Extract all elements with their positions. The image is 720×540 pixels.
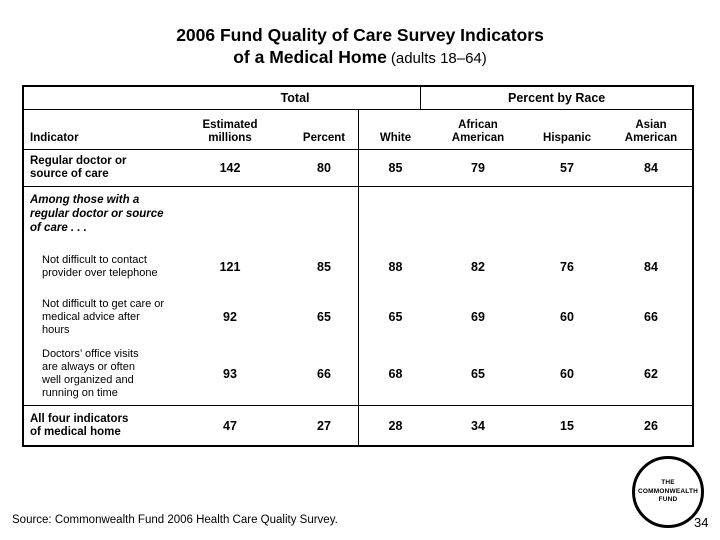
value-cell: 62 [644, 366, 658, 381]
value-cell: 34 [471, 418, 485, 433]
column-header-percent: Percent [302, 132, 346, 144]
table-column-header-row: Indicator Estimated millions Percent Whit… [24, 110, 692, 150]
title-line1: 2006 Fund Quality of Care Survey Indicat… [176, 25, 544, 45]
header-line: millions [208, 132, 252, 144]
row-label: Doctors’ office visits are always or oft… [24, 342, 170, 405]
title-line2-suffix: (adults 18–64) [390, 50, 487, 67]
column-header-indicator: Indicator [30, 132, 79, 144]
group-header-total: Total [280, 91, 310, 105]
value-cell: 47 [223, 418, 237, 433]
value-cell: 28 [358, 406, 432, 445]
header-line: American [451, 132, 505, 144]
commonwealth-fund-logo: THE COMMONWEALTH FUND [632, 456, 704, 528]
empty-cell [170, 187, 290, 242]
table-group-header-row: Total Percent by Race [24, 87, 692, 110]
value-cell: 60 [560, 366, 574, 381]
value-cell: 82 [471, 260, 485, 274]
value-cell: 66 [644, 310, 658, 324]
source-citation: Source: Commonwealth Fund 2006 Health Ca… [12, 514, 338, 526]
column-header-white: White [358, 110, 432, 149]
empty-cell [290, 187, 358, 242]
row-label-text: All four indicators of medical home [30, 412, 129, 438]
value-cell: 57 [560, 161, 574, 175]
survey-indicators-table: Total Percent by Race Indicator Estimate… [22, 85, 694, 447]
empty-cell [358, 187, 432, 242]
value-cell: 84 [644, 161, 658, 175]
row-label: Not difficult to get care or medical adv… [24, 292, 170, 342]
row-label-text: Regular doctor or source of care [30, 155, 127, 180]
empty-cell [610, 187, 692, 242]
group-header-spacer [24, 87, 144, 109]
row-label-text: Not difficult to get care or medical adv… [42, 297, 165, 336]
page-number: 34 [694, 515, 709, 530]
value-cell: 80 [317, 161, 331, 175]
empty-cell [524, 187, 610, 242]
value-cell: 68 [358, 342, 432, 405]
value-cell: 65 [317, 310, 331, 324]
value-cell: 27 [317, 418, 331, 433]
value-cell: 93 [223, 366, 237, 381]
value-cell: 85 [358, 150, 432, 186]
value-cell: 66 [317, 366, 331, 381]
value-cell: 88 [358, 242, 432, 292]
value-cell: 65 [471, 366, 485, 381]
value-cell: 65 [358, 292, 432, 342]
row-label: All four indicators of medical home [24, 406, 170, 445]
table-row-after-hours: Not difficult to get care or medical adv… [24, 292, 692, 342]
value-cell: 121 [219, 260, 241, 274]
header-line: African [458, 119, 498, 131]
table-row-all-four-indicators: All four indicators of medical home 47 2… [24, 406, 692, 445]
value-cell: 92 [223, 310, 237, 324]
value-cell: 15 [560, 418, 574, 433]
table-section-header-row: Among those with a regular doctor or sou… [24, 187, 692, 242]
column-header-asian-american: Asian American [610, 110, 692, 149]
column-header-hispanic: Hispanic [543, 132, 591, 144]
logo-text-line: FUND [658, 496, 678, 504]
row-label-text: Not difficult to contact provider over t… [42, 254, 158, 279]
table-row-contact-provider: Not difficult to contact provider over t… [24, 242, 692, 292]
column-header-african-american: African American [432, 110, 524, 149]
value-cell: 76 [560, 260, 574, 274]
row-label: Among those with a regular doctor or sou… [24, 187, 170, 242]
table-row-regular-doctor: Regular doctor or source of care 142 80 … [24, 150, 692, 187]
section-label-text: Among those with a regular doctor or sou… [30, 194, 164, 234]
title-line2: of a Medical Home (adults 18–64) [0, 46, 720, 70]
header-line: American [624, 132, 678, 144]
header-line: Estimated [202, 119, 258, 131]
slide-title: 2006 Fund Quality of Care Survey Indicat… [0, 24, 720, 70]
value-cell: 79 [471, 161, 485, 175]
value-cell: 60 [560, 310, 574, 324]
header-line: Asian [635, 119, 667, 131]
row-label: Regular doctor or source of care [24, 150, 170, 186]
empty-cell [432, 187, 524, 242]
value-cell: 26 [644, 418, 658, 433]
value-cell: 85 [317, 260, 331, 274]
row-label: Not difficult to contact provider over t… [24, 242, 170, 292]
value-cell: 142 [219, 161, 241, 175]
logo-text-line: COMMONWEALTH [637, 487, 699, 495]
logo-text-line: THE [661, 479, 675, 487]
value-cell: 69 [471, 310, 485, 324]
row-label-text: Doctors’ office visits are always or oft… [42, 347, 139, 399]
table-row-office-visits: Doctors’ office visits are always or oft… [24, 342, 692, 406]
value-cell: 84 [644, 260, 658, 274]
title-line2-main: of a Medical Home [233, 47, 387, 67]
group-header-percent-by-race: Percent by Race [420, 87, 692, 109]
column-header-estimated-millions: Estimated millions [170, 110, 290, 149]
